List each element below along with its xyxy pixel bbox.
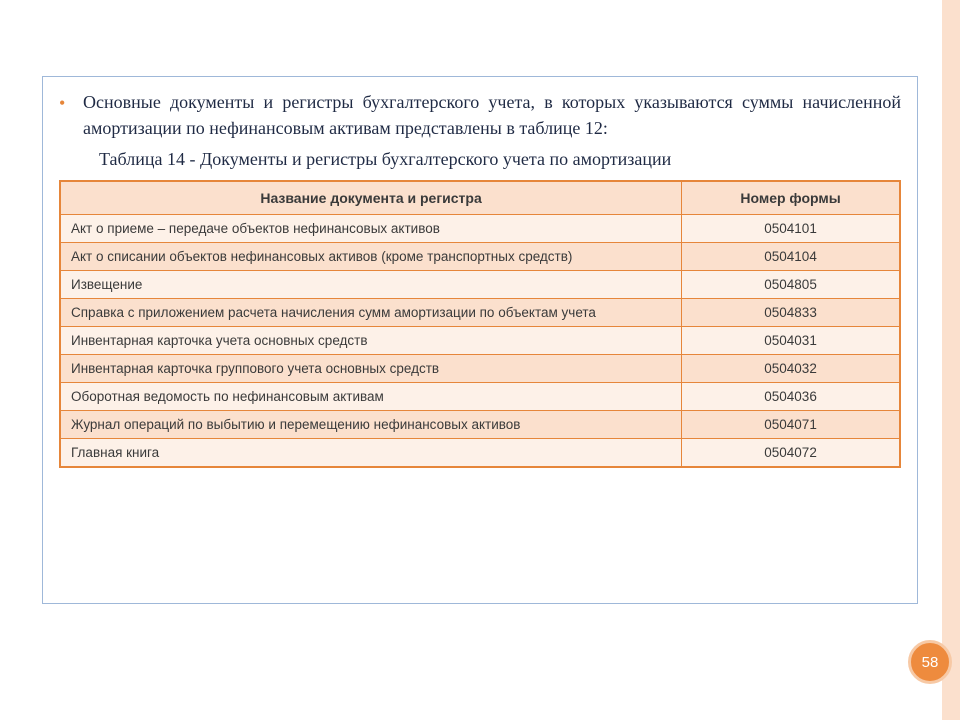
intro-text: Основные документы и регистры бухгалтерс… <box>83 89 901 141</box>
table-row: Журнал операций по выбытию и перемещению… <box>60 411 900 439</box>
form-number-cell: 0504031 <box>682 327 900 355</box>
form-number-cell: 0504071 <box>682 411 900 439</box>
doc-name-cell: Инвентарная карточка группового учета ос… <box>60 355 682 383</box>
doc-name-cell: Журнал операций по выбытию и перемещению… <box>60 411 682 439</box>
doc-name-cell: Главная книга <box>60 439 682 468</box>
table-row: Справка с приложением расчета начисления… <box>60 299 900 327</box>
page-number-badge: 58 <box>908 640 952 684</box>
doc-name-cell: Справка с приложением расчета начисления… <box>60 299 682 327</box>
intro-block: • Основные документы и регистры бухгалте… <box>59 89 901 141</box>
doc-name-cell: Инвентарная карточка учета основных сред… <box>60 327 682 355</box>
bullet-icon: • <box>59 89 83 114</box>
table-row: Главная книга0504072 <box>60 439 900 468</box>
col-header-name: Название документа и регистра <box>60 181 682 215</box>
page-number: 58 <box>922 654 939 671</box>
table-header-row: Название документа и регистра Номер форм… <box>60 181 900 215</box>
doc-name-cell: Акт о списании объектов нефинансовых акт… <box>60 243 682 271</box>
form-number-cell: 0504833 <box>682 299 900 327</box>
doc-name-cell: Оборотная ведомость по нефинансовым акти… <box>60 383 682 411</box>
form-number-cell: 0504101 <box>682 215 900 243</box>
form-number-cell: 0504032 <box>682 355 900 383</box>
col-header-number: Номер формы <box>682 181 900 215</box>
form-number-cell: 0504036 <box>682 383 900 411</box>
table-row: Оборотная ведомость по нефинансовым акти… <box>60 383 900 411</box>
right-accent-bar <box>942 0 960 720</box>
table-row: Извещение0504805 <box>60 271 900 299</box>
table-caption: Таблица 14 - Документы и регистры бухгал… <box>99 149 901 170</box>
content-card: • Основные документы и регистры бухгалте… <box>42 76 918 604</box>
table-row: Инвентарная карточка группового учета ос… <box>60 355 900 383</box>
table-row: Акт о приеме – передаче объектов нефинан… <box>60 215 900 243</box>
form-number-cell: 0504072 <box>682 439 900 468</box>
doc-name-cell: Извещение <box>60 271 682 299</box>
doc-name-cell: Акт о приеме – передаче объектов нефинан… <box>60 215 682 243</box>
documents-table: Название документа и регистра Номер форм… <box>59 180 901 468</box>
form-number-cell: 0504104 <box>682 243 900 271</box>
form-number-cell: 0504805 <box>682 271 900 299</box>
table-row: Акт о списании объектов нефинансовых акт… <box>60 243 900 271</box>
table-row: Инвентарная карточка учета основных сред… <box>60 327 900 355</box>
